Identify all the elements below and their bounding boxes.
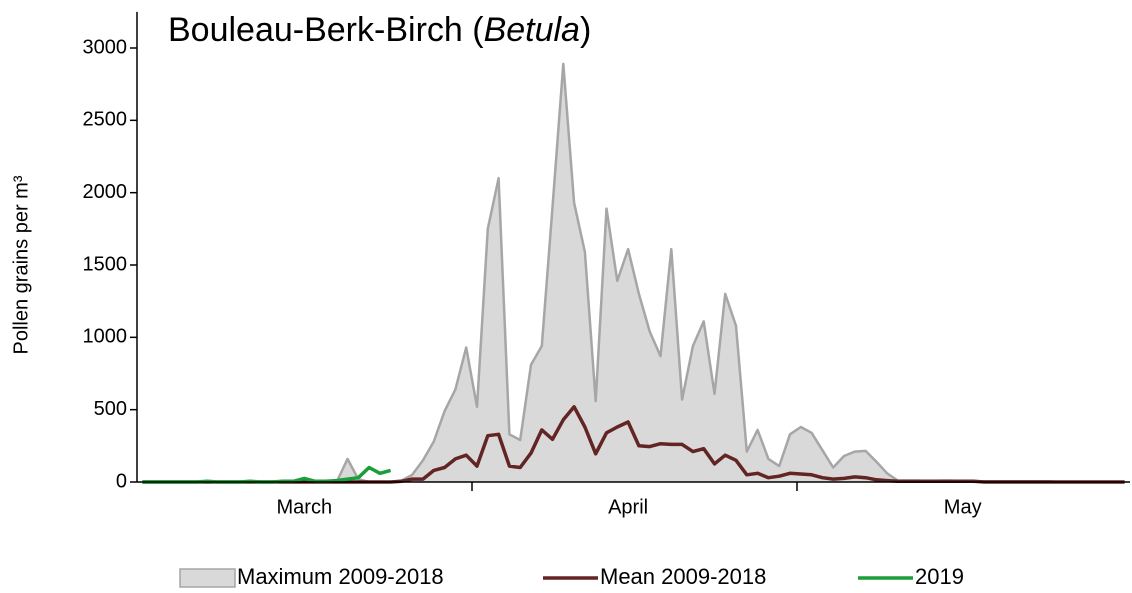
- y-tick-label: 500: [94, 398, 127, 420]
- x-tick-label: May: [944, 496, 982, 518]
- y-tick-label: 0: [116, 470, 127, 492]
- legend-label: Maximum 2009-2018: [237, 564, 444, 589]
- y-tick-label: 1000: [83, 326, 128, 348]
- x-tick-label: March: [277, 496, 333, 518]
- title-part: Bouleau-Berk-Birch (: [168, 11, 484, 49]
- title-part: Betula: [484, 11, 580, 49]
- legend-swatch: [179, 568, 236, 588]
- chart-title: Bouleau-Berk-Birch (Betula): [168, 11, 591, 49]
- y-tick-label: 2000: [83, 181, 128, 203]
- legend-label: 2019: [915, 564, 964, 589]
- legend-label: Mean 2009-2018: [600, 564, 766, 589]
- y-tick-label: 3000: [83, 36, 128, 58]
- y-axis-label: Pollen grains per m³: [10, 175, 32, 354]
- y-tick-label: 1500: [83, 253, 128, 275]
- y-tick-label: 2500: [83, 109, 128, 131]
- title-part: ): [580, 11, 591, 49]
- x-tick-label: April: [608, 496, 648, 518]
